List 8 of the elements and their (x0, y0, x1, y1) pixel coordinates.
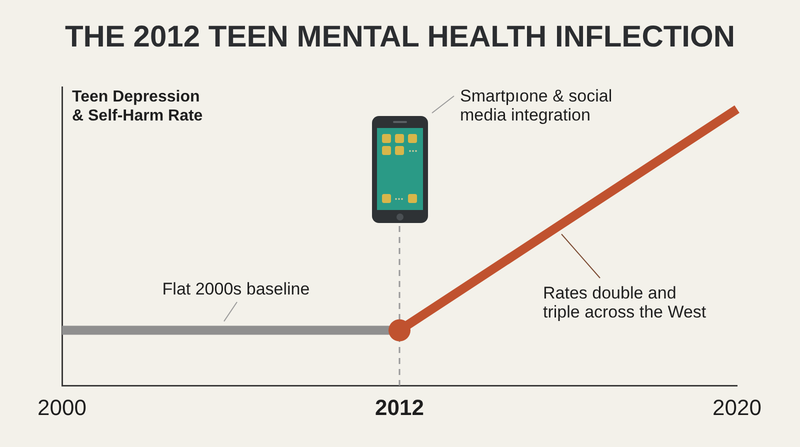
annotation: Smartpıone & social media integration (460, 86, 612, 125)
x-tick-label: 2012 (375, 394, 424, 420)
annotation: Rates double and triple across the West (543, 284, 706, 322)
annotation: Flat 2000s baseline (162, 280, 310, 299)
chart-title: THE 2012 TEEN MENTAL HEALTH INFLECTION (64, 20, 736, 54)
x-tick-label: 2000 (38, 394, 86, 420)
x-tick-label: 2020 (712, 394, 762, 420)
y-axis-title: Teen Depression & Self-Harm Rate (72, 88, 203, 124)
